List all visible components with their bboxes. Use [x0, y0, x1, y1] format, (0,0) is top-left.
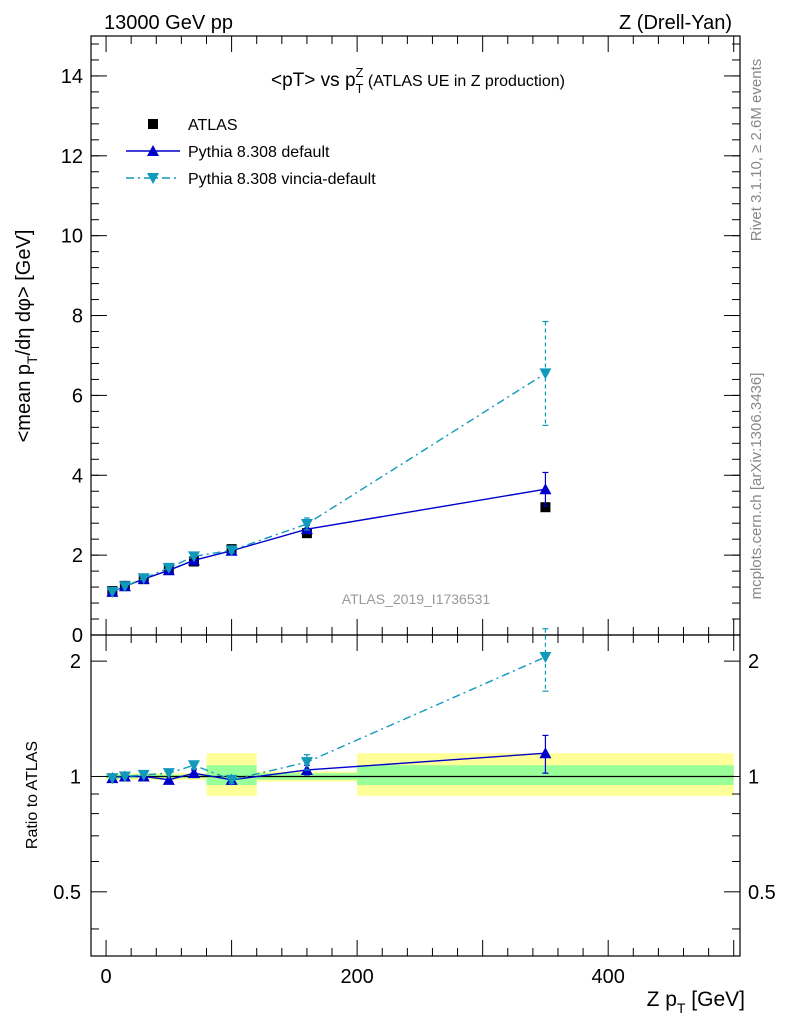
ratio-series-layer [106, 628, 552, 786]
series-0 [107, 502, 551, 597]
legend-label: ATLAS [188, 117, 238, 134]
ratio-series-1 [106, 628, 552, 786]
header-left: 13000 GeV pp [104, 12, 233, 34]
ratio-point [118, 771, 131, 783]
ratio-point [187, 760, 200, 772]
analysis-label: ATLAS_2019_I1736531 [342, 591, 491, 607]
legend: ATLAS Pythia 8.308 default Pythia 8.308 vi… [126, 117, 376, 188]
ratio-point [162, 773, 175, 785]
ratio-point [187, 767, 200, 779]
mcplots-label: mcplots.cern.ch [arXiv:1306.3436] [748, 373, 765, 600]
series-2 [106, 320, 552, 598]
legend-entry-1: Pythia 8.308 default [126, 144, 330, 161]
ratio-point [225, 774, 238, 786]
legend-entry-2: Pythia 8.308 vincia-default [126, 171, 376, 188]
y-tick-label: 8 [72, 306, 83, 328]
data-point [162, 562, 175, 574]
ratio-tick-label: 1 [70, 766, 81, 788]
y-tick-label: 4 [72, 465, 83, 487]
legend-label: Pythia 8.308 default [188, 144, 330, 161]
main-series-layer [106, 320, 552, 598]
data-point [539, 483, 552, 495]
legend-label: Pythia 8.308 vincia-default [188, 171, 376, 188]
main-axis-ticks: 0 2 4 6 8 10 12 14 [61, 36, 740, 647]
legend-marker [147, 145, 159, 156]
y-tick-label: 12 [61, 146, 83, 168]
x-axis-label: Z pT [GeV] [647, 988, 745, 1016]
legend-entry-0: ATLAS [148, 117, 238, 134]
data-point [137, 573, 150, 585]
ratio-point [539, 652, 552, 664]
data-point [540, 502, 551, 513]
x-tick-label: 0 [101, 966, 112, 988]
ratio-point [162, 768, 175, 780]
ratio-uncertainty-bands [106, 753, 734, 796]
series-1 [106, 471, 552, 597]
data-point [300, 518, 313, 530]
ratio-point [106, 773, 119, 785]
chart-title: <pT> vs pTZ (ATLAS UE in Z production) [271, 65, 565, 96]
y-tick-label: 14 [61, 66, 83, 88]
ratio-point [137, 769, 150, 781]
ratio-line [112, 656, 546, 781]
ratio-tick-label-right: 1 [748, 766, 759, 788]
ratio-frame [90, 634, 741, 957]
header-right: Z (Drell-Yan) [619, 12, 732, 34]
y-tick-label: 2 [72, 545, 83, 567]
ratio-tick-label-right: 0.5 [748, 882, 776, 904]
series-line [112, 488, 546, 593]
data-point [106, 586, 119, 598]
data-point [539, 368, 552, 380]
ratio-y-axis-label: Ratio to ATLAS [24, 741, 41, 849]
data-point [187, 551, 200, 563]
data-point [225, 545, 238, 557]
series-line [112, 372, 546, 593]
ratio-point [539, 747, 552, 759]
legend-marker [148, 119, 158, 129]
ratio-tick-label: 2 [70, 651, 81, 673]
stat-uncertainty-band [357, 765, 734, 786]
ratio-point [300, 757, 313, 769]
rivet-label: Rivet 3.1.10, ≥ 2.6M events [748, 59, 765, 242]
ratio-tick-label-right: 2 [748, 651, 759, 673]
ratio-axis-ticks: 0.5 0.5 1 1 2 2 0 200 400 [53, 635, 776, 988]
x-tick-label: 400 [592, 966, 625, 988]
x-tick-label: 200 [340, 966, 373, 988]
y-tick-label: 0 [72, 625, 83, 647]
data-point [118, 581, 131, 593]
ratio-tick-label: 0.5 [53, 882, 81, 904]
y-tick-label: 10 [61, 226, 83, 248]
y-axis-label: <mean pT/dη dφ> [GeV] [13, 230, 40, 443]
legend-marker [147, 173, 159, 184]
y-tick-label: 6 [72, 385, 83, 407]
